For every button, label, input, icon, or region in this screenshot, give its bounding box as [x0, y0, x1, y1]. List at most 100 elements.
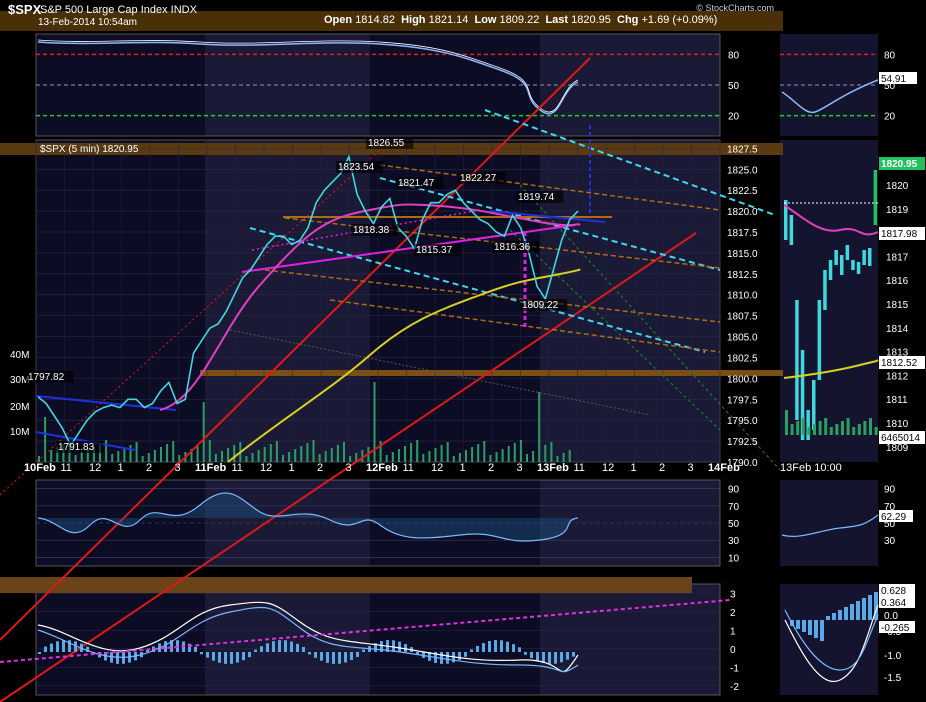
side-volume-bar [824, 418, 828, 435]
side-volume-bar [829, 427, 833, 435]
side-volume-bar [841, 421, 844, 435]
volume-bar [92, 446, 95, 462]
side-price-tick: 1811 [886, 395, 908, 406]
macd-histogram-bar [374, 643, 377, 652]
x-tick-label: 2 [488, 462, 494, 474]
side-volume-bar [846, 418, 850, 435]
price-annotation-bg [26, 371, 74, 383]
volume-bar [513, 443, 516, 462]
side-macd-bar [832, 613, 836, 620]
side-macd-bar [844, 607, 848, 620]
macd-histogram-bar [248, 652, 251, 658]
macd-histogram-bar [494, 640, 497, 652]
side-candle [800, 350, 805, 440]
volume-bar [196, 446, 199, 462]
volume-bar [208, 440, 211, 462]
side-lower-rsi-tick: 30 [884, 536, 896, 547]
macd-histogram-bar [188, 643, 191, 652]
x-tick-label: 12Feb [366, 462, 398, 474]
x-tick-label: 2 [317, 462, 323, 474]
x-tick-label: 1 [631, 462, 637, 474]
volume-bar [373, 382, 376, 462]
volume-bar [568, 450, 571, 462]
side-lower-rsi-tick: 50 [884, 519, 896, 530]
rsi-low-tick: 90 [728, 485, 740, 496]
side-macd-signal [784, 609, 879, 671]
macd-histogram-bar [518, 647, 521, 652]
session-shade [370, 140, 540, 462]
macd-histogram-bar [530, 652, 533, 659]
macd-histogram-bar [398, 641, 401, 652]
lower-trend-channel [0, 232, 697, 702]
price-tick: 1805.0 [727, 333, 758, 344]
volume-label: 40M [10, 350, 29, 361]
macd-histogram-bar [344, 652, 347, 663]
x-tick-label: 11 [61, 462, 72, 474]
side-macd-bar [796, 620, 800, 629]
macd-histogram-bar [278, 640, 281, 652]
macd-resistance-band [0, 577, 692, 593]
macd-histogram-bar [146, 649, 149, 652]
volume-bar [434, 448, 437, 462]
volume-bar [379, 441, 382, 462]
volume-bar [416, 440, 419, 462]
session-shade [370, 34, 540, 136]
side-price-value: 1817.98 [881, 229, 918, 240]
volume-bar [318, 454, 321, 462]
side-macd-tick: -1.0 [884, 651, 902, 662]
side-lower-rsi-value-box [879, 510, 913, 522]
side-volume-bar [869, 418, 872, 435]
session-shade [36, 140, 205, 462]
volume-bar [349, 456, 352, 462]
volume-bar [361, 450, 364, 462]
price-annotation: 1809.22 [522, 300, 559, 311]
volume-bar [44, 417, 47, 462]
volume-bar [489, 455, 492, 462]
volume-bar [324, 451, 327, 462]
volume-bar [117, 451, 120, 462]
macd-histogram-bar [326, 652, 329, 663]
side-price-value-box [879, 431, 925, 444]
macd-histogram-bar [170, 640, 173, 652]
rsi-low-tick: 70 [728, 502, 740, 513]
price-tick: 1812.5 [727, 270, 758, 281]
volume-bar [550, 442, 553, 462]
volume-bar [282, 455, 284, 462]
volume-bar [263, 447, 266, 462]
x-tick-label: 1 [289, 462, 295, 474]
x-tick-label: 2 [659, 462, 665, 474]
side-candle [784, 200, 788, 240]
side-macd-bar [808, 620, 812, 635]
volume-bar [452, 456, 455, 462]
volume-bar [428, 451, 431, 462]
cyan-channel-mid [379, 177, 721, 271]
rsi-low-tick: 30 [728, 536, 740, 547]
side-candle [845, 245, 850, 260]
volume-bar [562, 453, 565, 462]
volume-bar [355, 453, 358, 462]
x-tick-label: 1 [118, 462, 124, 474]
price-annotation-bg [351, 224, 399, 236]
macd-histogram-bar [548, 652, 551, 664]
side-price-value-box [879, 356, 925, 369]
volume-bar [202, 402, 205, 462]
side-volume-bar [790, 424, 794, 435]
macd-histogram-bar [524, 652, 527, 655]
side-rsi-value-box [879, 72, 917, 84]
volume-bar [288, 452, 291, 462]
volume-bar [404, 446, 406, 462]
side-price-tick: 1814 [886, 324, 909, 335]
x-tick-label: 11 [403, 462, 414, 474]
macd-histogram-bar [446, 652, 449, 664]
volume-bar [446, 442, 449, 462]
side-candle [862, 250, 866, 265]
price-tick: 1822.5 [727, 186, 758, 197]
side-macd-value: 0.628 [881, 586, 906, 597]
volume-bar [178, 455, 181, 462]
chart-header: Open 1814.82 High 1821.14 Low 1809.22 La… [0, 0, 926, 34]
macd-histogram-bar [50, 643, 53, 652]
rsi-top-tick: 80 [728, 50, 740, 61]
volume-bar [391, 452, 394, 462]
side-lower-rsi-value: 62.29 [881, 512, 906, 523]
